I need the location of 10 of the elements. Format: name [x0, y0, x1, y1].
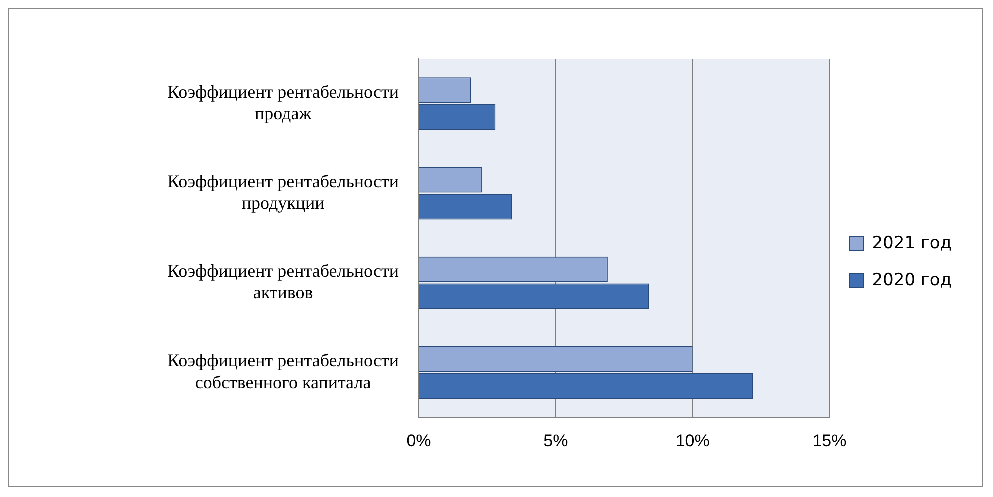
y-tick-label: Коэффициент рентабельности продаж [168, 82, 400, 124]
x-tick-label: 10% [676, 431, 710, 450]
y-tick-label: Коэффициент рентабельности продукции [168, 171, 400, 214]
x-tick-label: 0% [406, 431, 432, 450]
x-tick-label: 5% [544, 431, 568, 450]
y-tick-label: Коэффициент рентабельности собственного капитала [168, 350, 400, 392]
legend-label: 2021 год [872, 233, 952, 254]
x-tick-label: 15% [812, 431, 847, 450]
legend-label: 2020 год [872, 270, 952, 290]
y-tick-label: Коэффициент рентабельности активов [168, 261, 400, 303]
